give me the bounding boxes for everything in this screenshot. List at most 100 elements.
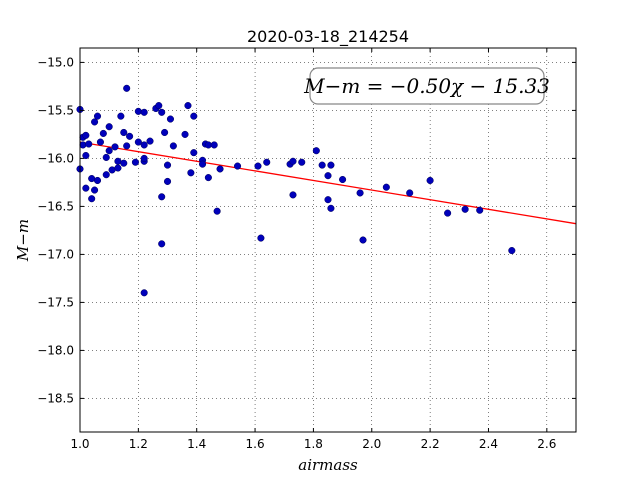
data-point (444, 209, 452, 217)
data-point (126, 132, 134, 140)
x-tick-label: 1.4 (187, 437, 206, 451)
data-point (82, 131, 90, 139)
data-point (163, 161, 172, 169)
data-point (198, 160, 207, 168)
data-point (204, 174, 212, 182)
data-point (140, 289, 148, 297)
data-point (318, 161, 326, 169)
data-point (155, 102, 163, 110)
data-point (82, 151, 90, 160)
data-point (93, 176, 102, 185)
data-point (213, 207, 221, 215)
data-point (327, 161, 335, 169)
data-point (289, 157, 297, 165)
data-point (123, 84, 131, 92)
data-point (184, 102, 192, 110)
x-tick-label: 2.6 (537, 437, 556, 451)
data-point (117, 112, 125, 120)
annotation-box: M−m = −0.50χ − 15.33 (303, 67, 550, 105)
fit-line-group (79, 141, 577, 225)
data-point (359, 236, 367, 244)
data-point (79, 141, 87, 149)
data-point (382, 183, 390, 191)
data-point (140, 154, 148, 162)
data-point (114, 164, 122, 172)
data-point (111, 143, 119, 151)
y-tick-label: −16.0 (37, 151, 74, 165)
data-point (324, 196, 332, 204)
data-point (257, 234, 265, 242)
data-point (426, 176, 434, 185)
y-axis-label: M−m (14, 219, 32, 262)
data-point (158, 240, 166, 248)
data-point (254, 162, 262, 170)
data-point (298, 158, 306, 166)
data-point (105, 147, 113, 155)
data-point (93, 112, 102, 120)
data-point (131, 158, 139, 166)
data-point (96, 138, 104, 146)
annotation-frame (309, 67, 545, 105)
x-tick-label: 2.4 (479, 437, 498, 451)
data-point (120, 159, 128, 167)
data-point (82, 184, 90, 192)
data-point (134, 107, 142, 115)
x-tick-label: 2.2 (421, 437, 440, 451)
y-tick-label: −18.0 (37, 343, 74, 357)
y-tick-label: −15.0 (37, 55, 74, 69)
x-tick-label: 2.0 (362, 437, 381, 451)
data-point (134, 138, 142, 146)
y-tick-labels: −15.0 −15.5 −16.0 −16.5 −17.0 −17.5 −18.0 −18.5 (37, 55, 74, 405)
data-point (140, 141, 148, 149)
data-point (120, 128, 128, 137)
plot-frame (79, 47, 577, 433)
data-point (289, 191, 297, 199)
data-point (181, 130, 189, 138)
data-point (190, 112, 198, 120)
data-point (163, 177, 172, 185)
data-point (169, 142, 177, 150)
y-tick-label: −17.0 (37, 247, 74, 261)
data-point (234, 162, 242, 170)
x-axis-label: airmass (298, 456, 358, 474)
data-point (102, 171, 110, 179)
y-tick-label: −16.5 (37, 199, 74, 213)
data-point (105, 123, 113, 131)
data-point (476, 206, 484, 214)
data-point (102, 153, 110, 161)
data-point (216, 165, 224, 173)
data-point (210, 141, 218, 149)
data-point (99, 129, 107, 137)
axis-ticks (79, 48, 576, 432)
data-point (187, 169, 195, 177)
data-point (190, 149, 198, 157)
data-point (91, 118, 99, 126)
data-point (406, 189, 414, 197)
y-tick-label: −18.5 (37, 391, 74, 405)
x-tick-labels: 1.0 1.2 1.4 1.6 1.8 2.0 2.2 2.4 2.6 (70, 437, 556, 451)
fit-equation: M−m = −0.50χ − 15.33 (303, 74, 550, 98)
x-tick-label: 1.2 (129, 437, 148, 451)
data-point (88, 195, 96, 203)
data-point (263, 158, 271, 166)
data-point (140, 108, 148, 116)
y-tick-label: −15.5 (37, 103, 74, 117)
fit-line (79, 141, 577, 225)
data-point (324, 172, 332, 180)
data-point (461, 205, 469, 213)
data-point (356, 189, 364, 197)
data-point (161, 128, 169, 137)
x-tick-label: 1.0 (70, 437, 89, 451)
data-point (123, 142, 131, 150)
data-point (146, 137, 154, 145)
x-tick-label: 1.6 (246, 437, 265, 451)
data-point (312, 147, 320, 155)
data-point (158, 108, 166, 116)
y-tick-label: −17.5 (37, 295, 74, 309)
data-points (76, 84, 516, 297)
data-point (166, 115, 174, 123)
x-tick-label: 1.8 (304, 437, 323, 451)
data-point (85, 140, 93, 148)
data-point (327, 204, 335, 212)
